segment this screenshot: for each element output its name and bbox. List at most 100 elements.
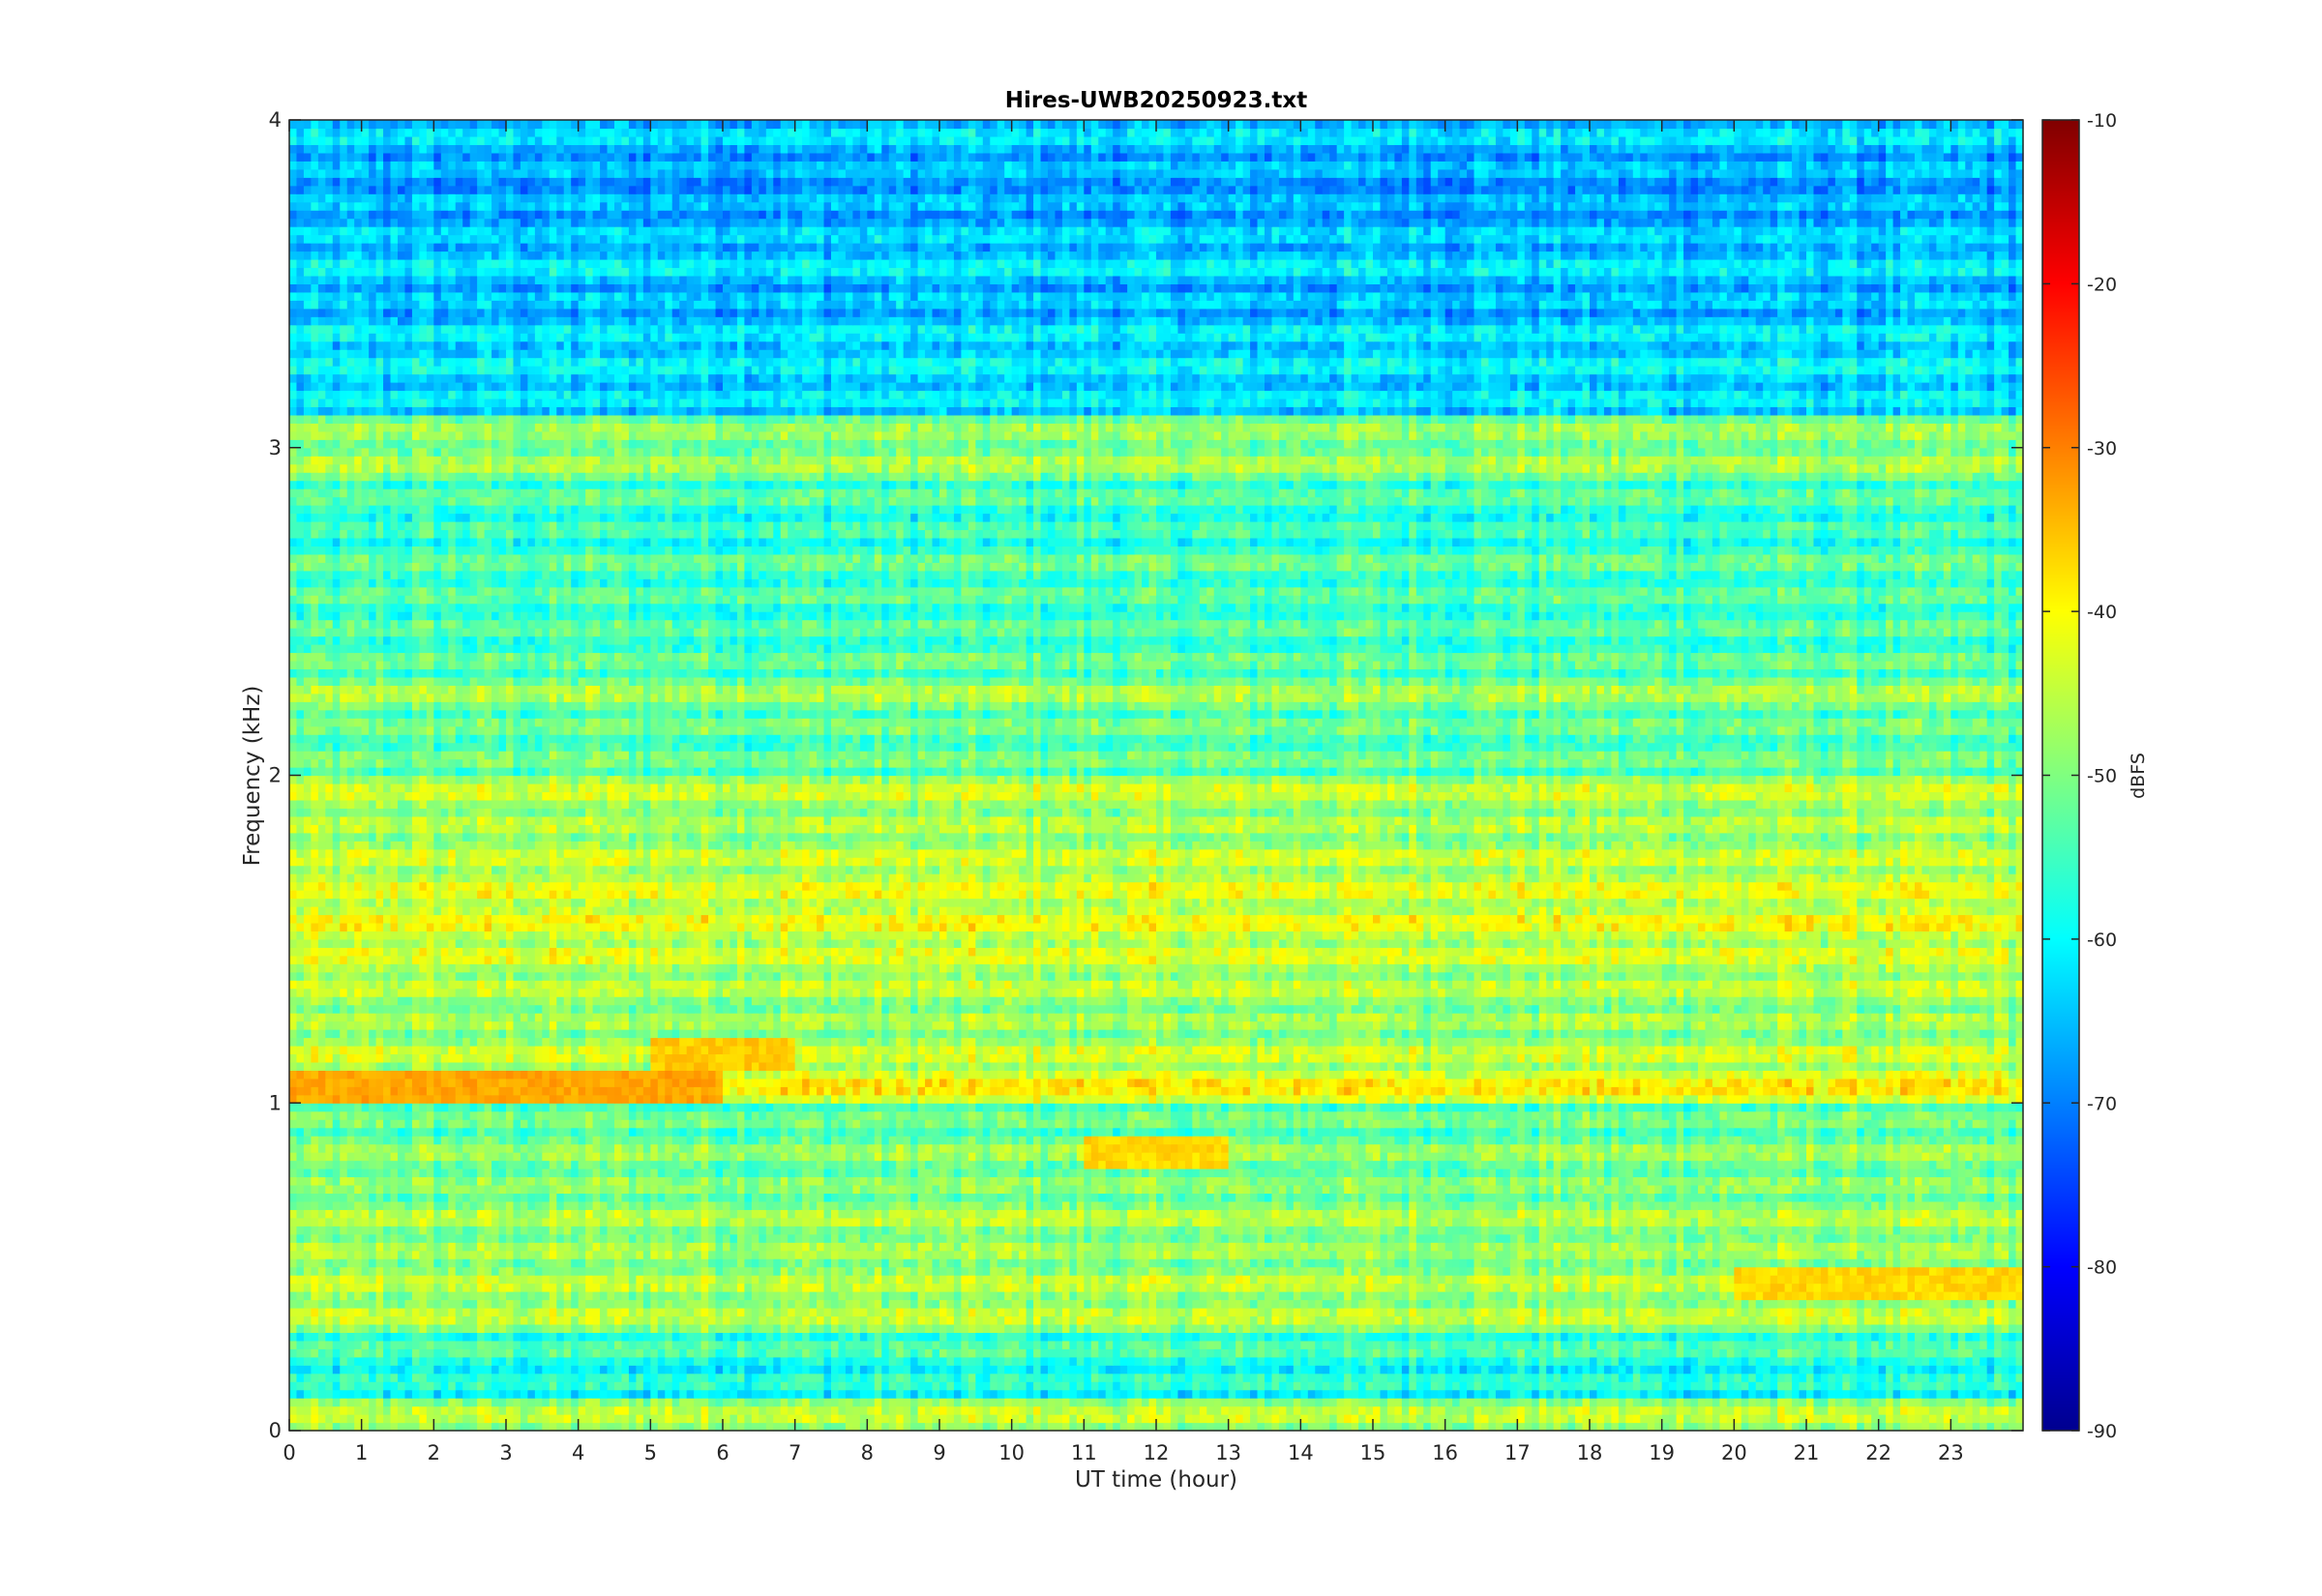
heatmap-cell [1850, 1332, 1858, 1341]
heatmap-cell [600, 1324, 608, 1333]
heatmap-cell [1452, 1324, 1460, 1333]
heatmap-cell [846, 1390, 853, 1399]
heatmap-cell [1120, 1406, 1128, 1415]
heatmap-cell [1886, 1414, 1893, 1423]
heatmap-cell [679, 1341, 687, 1349]
heatmap-cell [527, 1406, 535, 1415]
heatmap-cell [795, 1406, 803, 1415]
heatmap-cell [376, 1357, 384, 1366]
heatmap-cell [347, 1423, 355, 1432]
heatmap-cell [889, 1423, 897, 1432]
heatmap-cell [961, 1414, 968, 1423]
heatmap-cell [1366, 1406, 1374, 1415]
heatmap-cell [506, 1357, 514, 1366]
heatmap-cell [1171, 1324, 1178, 1333]
heatmap-cell [672, 1423, 680, 1432]
heatmap-cell [781, 1414, 789, 1423]
heatmap-cell [1358, 1365, 1366, 1374]
heatmap-cell [1835, 1381, 1843, 1390]
heatmap-cell [968, 1332, 976, 1341]
heatmap-cell [1742, 1357, 1749, 1366]
heatmap-cell [1041, 1390, 1049, 1399]
heatmap-cell [629, 1406, 637, 1415]
heatmap-cell [788, 1374, 795, 1382]
heatmap-cell [1069, 1365, 1077, 1374]
heatmap-cell [593, 1381, 601, 1390]
heatmap-cell [781, 1341, 789, 1349]
heatmap-cell [456, 1414, 463, 1423]
heatmap-cell [513, 1414, 521, 1423]
heatmap-cell [333, 1414, 341, 1423]
heatmap-cell [636, 1390, 643, 1399]
heatmap-cell [506, 1324, 514, 1333]
heatmap-cell [1366, 1374, 1374, 1382]
heatmap-cell [954, 1414, 962, 1423]
heatmap-cell [1467, 1414, 1474, 1423]
heatmap-cell [629, 1348, 637, 1357]
heatmap-cell [788, 1406, 795, 1415]
heatmap-cell [1921, 1341, 1929, 1349]
heatmap-cell [1835, 1348, 1843, 1357]
heatmap-cell [838, 1357, 846, 1366]
heatmap-cell [1886, 1341, 1893, 1349]
heatmap-cell [1719, 1348, 1727, 1357]
heatmap-cell [1777, 1357, 1785, 1366]
heatmap-cell [1474, 1390, 1482, 1399]
heatmap-cell [340, 1406, 347, 1415]
heatmap-cell [1142, 1332, 1149, 1341]
heatmap-cell [1539, 1357, 1547, 1366]
heatmap-cell [910, 1406, 918, 1415]
heatmap-cell [1727, 1332, 1735, 1341]
heatmap-cell [781, 1348, 789, 1357]
heatmap-cell [1821, 1374, 1829, 1382]
heatmap-cell [918, 1332, 926, 1341]
heatmap-cell [1323, 1324, 1330, 1333]
heatmap-cell [658, 1365, 666, 1374]
heatmap-cell [1098, 1414, 1106, 1423]
heatmap-cell [2002, 1406, 2009, 1415]
heatmap-cell [1127, 1406, 1135, 1415]
heatmap-cell [773, 1341, 781, 1349]
heatmap-cell [1402, 1324, 1410, 1333]
heatmap-cell [1973, 1374, 1980, 1382]
heatmap-cell [1221, 1381, 1229, 1390]
heatmap-cell [788, 1390, 795, 1399]
heatmap-cell [1033, 1406, 1041, 1415]
heatmap-cell [1575, 1398, 1583, 1406]
heatmap-cell [1921, 1390, 1929, 1399]
heatmap-cell [1084, 1374, 1091, 1382]
heatmap-cell [1235, 1332, 1243, 1341]
heatmap-cell [1691, 1398, 1699, 1406]
heatmap-cell [1525, 1365, 1533, 1374]
heatmap-cell [1185, 1324, 1193, 1333]
heatmap-cell [1677, 1406, 1684, 1415]
heatmap-cell [1980, 1398, 1987, 1406]
heatmap-cell [1771, 1398, 1778, 1406]
heatmap-cell [831, 1365, 839, 1374]
heatmap-cell [802, 1414, 810, 1423]
heatmap-cell [968, 1381, 976, 1390]
heatmap-cell [1973, 1390, 1980, 1399]
heatmap-cell [1402, 1398, 1410, 1406]
heatmap-cell [701, 1423, 709, 1432]
heatmap-cell [1915, 1381, 1922, 1390]
heatmap-cell [556, 1406, 564, 1415]
heatmap-cell [354, 1348, 362, 1357]
heatmap-cell [470, 1390, 478, 1399]
heatmap-cell [398, 1357, 405, 1366]
chart-title: Hires-UWB20250923.txt [1005, 88, 1307, 113]
heatmap-cell [961, 1381, 968, 1390]
heatmap-cell [701, 1324, 709, 1333]
heatmap-cell [1691, 1324, 1699, 1333]
heatmap-cell [1806, 1332, 1814, 1341]
heatmap-cell [433, 1332, 441, 1341]
heatmap-cell [1886, 1390, 1893, 1399]
heatmap-cell [1568, 1374, 1576, 1382]
heatmap-cell [997, 1324, 1005, 1333]
heatmap-cell [650, 1357, 658, 1366]
heatmap-cell [485, 1390, 492, 1399]
heatmap-cell [1019, 1398, 1027, 1406]
heatmap-cell [1258, 1348, 1265, 1357]
heatmap-cell [1683, 1365, 1691, 1374]
heatmap-cell [1756, 1390, 1764, 1399]
